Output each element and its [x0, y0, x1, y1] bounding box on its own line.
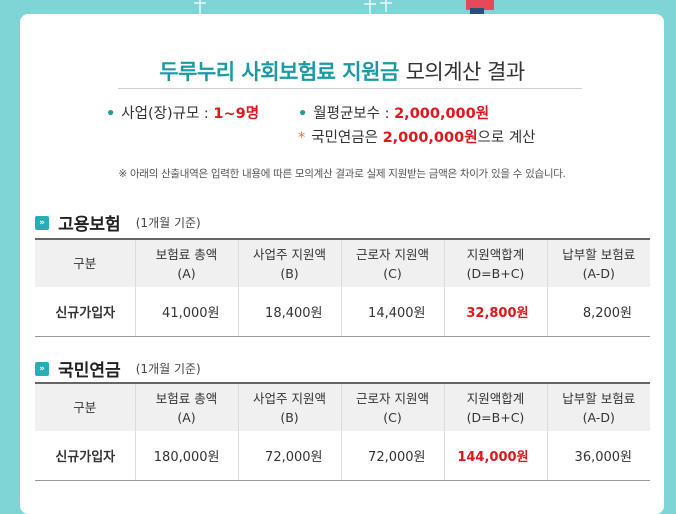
asterisk-icon: *	[298, 130, 306, 146]
page-title: 두루누리 사회보험료 지원금 모의계산 결과	[20, 56, 664, 86]
monthly-wage: • 월평균보수 : 2,000,000원	[298, 106, 490, 122]
pension-section-subtitle: (1개월 기준)	[135, 362, 201, 376]
employee-support-cell: 72,000원	[341, 431, 445, 481]
column-header: 납부할 보험료 (A-D)	[547, 239, 650, 287]
table-header-row: 구분 보험료 총액 (A) 사업주 지원액 (B) 근로자 지원액 (C) 지원액합계…	[35, 239, 650, 287]
payable-premium-cell: 8,200원	[547, 287, 650, 337]
column-header: 납부할 보험료 (A-D)	[547, 383, 650, 431]
monthly-wage-value: 2,000,000원	[394, 106, 490, 122]
pension-basis-value: 2,000,000원	[382, 130, 478, 146]
support-total-cell: 144,000원	[444, 431, 548, 481]
pension-section-header: » 국민연금 (1개월 기준)	[35, 356, 201, 381]
employment-section-header: » 고용보험 (1개월 기준)	[35, 210, 201, 235]
title-divider	[118, 88, 582, 89]
column-header: 지원액합계 (D=B+C)	[444, 383, 548, 431]
title-rest: 모의계산 결과	[405, 60, 526, 84]
column-header: 사업주 지원액 (B)	[238, 383, 342, 431]
column-header: 구분	[35, 239, 136, 287]
bullet-icon: •	[298, 106, 308, 122]
row-label: 신규가입자	[35, 431, 136, 481]
table-row: 신규가입자 180,000원 72,000원 72,000원 144,000원 …	[35, 431, 650, 481]
column-header: 지원액합계 (D=B+C)	[444, 239, 548, 287]
pension-section-title: 국민연금	[58, 361, 121, 381]
disclaimer-note: ※ 아래의 산출내역은 입력한 내용에 따른 모의계산 결과로 실제 지원받는 …	[118, 168, 566, 180]
support-total-cell: 32,800원	[444, 287, 548, 337]
table-row: 신규가입자 41,000원 18,400원 14,400원 32,800원 8,…	[35, 287, 650, 337]
employee-support-cell: 14,400원	[341, 287, 445, 337]
bullet-icon: •	[106, 106, 116, 122]
table-header-row: 구분 보험료 총액 (A) 사업주 지원액 (B) 근로자 지원액 (C) 지원액합계…	[35, 383, 650, 431]
payable-premium-cell: 36,000원	[547, 431, 650, 481]
employment-section-title: 고용보험	[58, 215, 121, 235]
column-header: 보험료 총액 (A)	[135, 239, 239, 287]
column-header: 구분	[35, 383, 136, 431]
column-header: 보험료 총액 (A)	[135, 383, 239, 431]
header-decoration	[194, 0, 494, 14]
business-scale: • 사업(장)규모 : 1~9명	[106, 106, 260, 122]
pension-table: 구분 보험료 총액 (A) 사업주 지원액 (B) 근로자 지원액 (C) 지원액합계…	[35, 382, 650, 481]
employment-table: 구분 보험료 총액 (A) 사업주 지원액 (B) 근로자 지원액 (C) 지원액합계…	[35, 238, 650, 337]
employment-section-subtitle: (1개월 기준)	[135, 216, 201, 230]
employer-support-cell: 72,000원	[238, 431, 342, 481]
employer-support-cell: 18,400원	[238, 287, 342, 337]
total-premium-cell: 180,000원	[135, 431, 239, 481]
column-header: 근로자 지원액 (C)	[341, 239, 445, 287]
total-premium-cell: 41,000원	[135, 287, 239, 337]
section-arrow-icon: »	[35, 215, 49, 230]
title-accent: 두루누리 사회보험료 지원금	[159, 60, 399, 84]
business-scale-value: 1~9명	[213, 106, 260, 122]
row-label: 신규가입자	[35, 287, 136, 337]
pension-basis: * 국민연금은 2,000,000원으로 계산	[298, 130, 536, 146]
column-header: 근로자 지원액 (C)	[341, 383, 445, 431]
section-arrow-icon: »	[35, 361, 49, 376]
column-header: 사업주 지원액 (B)	[238, 239, 342, 287]
result-card: 두루누리 사회보험료 지원금 모의계산 결과 • 사업(장)규모 : 1~9명 •…	[20, 14, 664, 514]
